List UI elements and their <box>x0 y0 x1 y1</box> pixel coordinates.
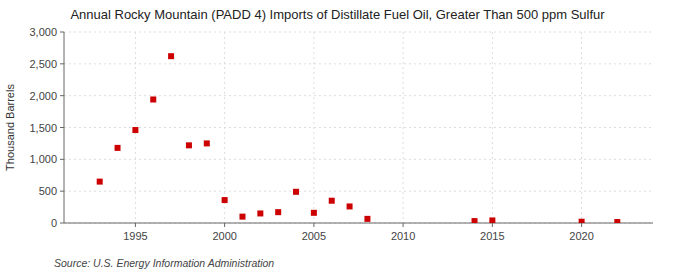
point <box>347 203 353 209</box>
x-tick-label: 2010 <box>391 230 415 242</box>
point <box>239 214 245 220</box>
y-tick-label: 0 <box>51 217 57 229</box>
y-grid-line <box>64 95 653 96</box>
background <box>0 0 675 275</box>
x-tick <box>581 223 582 227</box>
y-tick-label: 1,500 <box>29 122 57 134</box>
points <box>97 53 621 223</box>
x-tick-label: 2015 <box>480 230 504 242</box>
x-axis-line <box>64 223 653 224</box>
chart-container: Annual Rocky Mountain (PADD 4) Imports o… <box>0 0 675 275</box>
source-note: Source: U.S. Energy Information Administ… <box>54 257 274 269</box>
point <box>115 145 121 151</box>
x-tick <box>403 223 404 227</box>
point <box>204 140 210 146</box>
y-grid-line <box>64 159 653 160</box>
x-grid-line <box>492 32 493 223</box>
point <box>257 210 263 216</box>
y-grid-line <box>64 127 653 128</box>
y-axis-line <box>64 32 65 223</box>
y-tick <box>60 191 64 192</box>
y-tick <box>60 95 64 96</box>
y-tick-label: 1,000 <box>29 153 57 165</box>
x-tick-label: 2005 <box>302 230 326 242</box>
point <box>222 197 228 203</box>
y-tick-label: 500 <box>39 185 57 197</box>
y-tick <box>60 63 64 64</box>
point <box>329 198 335 204</box>
point <box>97 179 103 185</box>
point <box>614 219 620 223</box>
point <box>311 210 317 216</box>
chart-svg: Annual Rocky Mountain (PADD 4) Imports o… <box>0 0 675 275</box>
y-tick <box>60 32 64 33</box>
point <box>132 127 138 133</box>
y-grid-line <box>64 191 653 192</box>
x-tick-label: 2020 <box>569 230 593 242</box>
y-tick <box>60 159 64 160</box>
x-tick <box>135 223 136 227</box>
point <box>275 209 281 215</box>
x-tick <box>313 223 314 227</box>
x-tick <box>224 223 225 227</box>
x-tick <box>492 223 493 227</box>
point <box>168 53 174 59</box>
y-tick <box>60 223 64 224</box>
point <box>364 216 370 222</box>
x-grid-line <box>581 32 582 223</box>
y-tick-label: 3,000 <box>29 26 57 38</box>
grid <box>64 32 653 223</box>
point <box>150 96 156 102</box>
point <box>489 217 495 223</box>
point <box>579 219 585 223</box>
x-tick-label: 1995 <box>123 230 147 242</box>
y-grid-line <box>64 32 653 33</box>
x-grid-line <box>224 32 225 223</box>
x-grid-line <box>313 32 314 223</box>
point <box>186 142 192 148</box>
y-tick <box>60 127 64 128</box>
y-axis-label: Thousand Barrels <box>4 84 16 171</box>
x-grid-line <box>403 32 404 223</box>
y-tick-label: 2,000 <box>29 90 57 102</box>
point <box>293 189 299 195</box>
axes: 0 500 1,000 1,500 2,000 2,500 3,000 1995 2000 200… <box>29 26 653 242</box>
y-grid-line <box>64 223 653 224</box>
x-tick-label: 2000 <box>212 230 236 242</box>
y-grid-line <box>64 63 653 64</box>
y-tick-label: 2,500 <box>29 58 57 70</box>
point <box>472 218 478 223</box>
title: Annual Rocky Mountain (PADD 4) Imports o… <box>70 7 605 22</box>
